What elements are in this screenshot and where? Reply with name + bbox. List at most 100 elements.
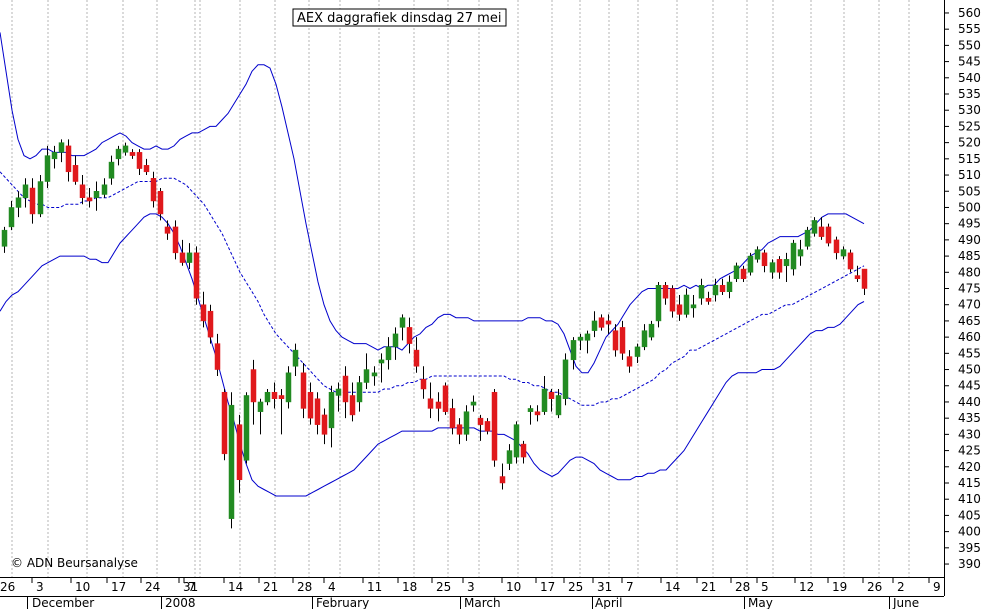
candlestick bbox=[861, 268, 868, 295]
x-day-label: 26 bbox=[0, 580, 15, 594]
candlestick bbox=[577, 333, 584, 351]
candlestick bbox=[101, 178, 108, 198]
y-tick-label: 520 bbox=[958, 136, 981, 150]
candle-body bbox=[833, 239, 840, 254]
candle-body bbox=[264, 391, 271, 403]
chart-title: AEX daggrafiek dinsdag 27 mei bbox=[297, 11, 501, 26]
candle-body bbox=[513, 424, 520, 458]
candle-body bbox=[499, 476, 506, 484]
candlestick bbox=[150, 171, 157, 208]
candle-body bbox=[669, 288, 676, 312]
candlestick bbox=[833, 236, 840, 260]
candle-body bbox=[101, 184, 108, 195]
candle-body bbox=[584, 333, 591, 341]
candle-body bbox=[541, 388, 548, 412]
y-tick-label: 470 bbox=[958, 298, 981, 312]
candle-body bbox=[818, 226, 825, 237]
watermark: © ADN Beursanalyse bbox=[11, 556, 138, 570]
candle-body bbox=[598, 317, 605, 328]
candle-body bbox=[371, 372, 378, 377]
x-day-label: 5 bbox=[761, 580, 769, 594]
x-day-label: 21 bbox=[701, 580, 716, 594]
y-tick-label: 410 bbox=[958, 492, 981, 506]
candle-body bbox=[363, 369, 370, 383]
x-day-label: 17 bbox=[111, 580, 126, 594]
x-day-label: 3 bbox=[467, 580, 475, 594]
candle-body bbox=[527, 408, 534, 412]
candlestick bbox=[264, 388, 271, 406]
candlestick bbox=[470, 395, 477, 412]
candle-body bbox=[761, 252, 768, 267]
x-day-label: 7 bbox=[188, 580, 196, 594]
y-tick-label: 525 bbox=[958, 119, 981, 133]
x-month-label: 2008 bbox=[165, 596, 196, 609]
x-day-label: 4 bbox=[328, 580, 336, 594]
candlestick bbox=[172, 220, 179, 260]
x-day-label: 17 bbox=[540, 580, 555, 594]
x-month-label: June bbox=[892, 596, 919, 609]
candle-body bbox=[449, 408, 456, 429]
candlestick bbox=[250, 359, 257, 425]
candle-body bbox=[840, 249, 847, 257]
y-tick-label: 415 bbox=[958, 476, 981, 490]
candlestick bbox=[179, 239, 186, 266]
candle-body bbox=[157, 191, 164, 215]
candle-body bbox=[349, 395, 356, 416]
candlestick bbox=[200, 291, 207, 328]
candlestick bbox=[29, 178, 36, 224]
x-day-label: 28 bbox=[735, 580, 750, 594]
x-day-label: 28 bbox=[297, 580, 312, 594]
candlesticks bbox=[1, 139, 868, 529]
x-day-label: 3 bbox=[36, 580, 44, 594]
candlestick bbox=[93, 181, 100, 211]
candle-body bbox=[122, 145, 129, 153]
candle-body bbox=[193, 252, 200, 299]
candlestick bbox=[484, 418, 491, 435]
x-day-label: 24 bbox=[145, 580, 160, 594]
y-axis: 390 395 400 405 410 415 420 425 430 435 440 445 450 4… bbox=[944, 6, 981, 571]
x-month-label: February bbox=[316, 596, 369, 609]
y-tick-label: 500 bbox=[958, 200, 981, 214]
candlestick bbox=[747, 252, 754, 276]
x-day-label: 31 bbox=[597, 580, 612, 594]
candlestick bbox=[733, 262, 740, 283]
candlestick bbox=[463, 405, 470, 441]
candlestick bbox=[570, 337, 577, 370]
candlestick bbox=[300, 363, 307, 419]
candlestick bbox=[541, 376, 548, 415]
candle-body bbox=[207, 310, 214, 338]
upper-band-line bbox=[0, 32, 865, 374]
candle-body bbox=[825, 226, 832, 244]
candle-body bbox=[136, 152, 143, 169]
candle-body bbox=[285, 372, 292, 403]
candle-body bbox=[250, 369, 257, 403]
y-tick-label: 480 bbox=[958, 265, 981, 279]
candle-body bbox=[754, 249, 761, 260]
candle-body bbox=[470, 401, 477, 406]
candlestick bbox=[605, 314, 612, 334]
y-tick-label: 535 bbox=[958, 87, 981, 101]
candlestick bbox=[676, 294, 683, 321]
candle-body bbox=[591, 320, 598, 331]
candlestick bbox=[584, 330, 591, 354]
y-tick-label: 490 bbox=[958, 233, 981, 247]
candlestick bbox=[619, 320, 626, 360]
candlestick bbox=[520, 440, 527, 464]
y-tick-label: 460 bbox=[958, 330, 981, 344]
candlestick bbox=[22, 178, 29, 208]
candle-body bbox=[641, 330, 648, 348]
candle-body bbox=[790, 242, 797, 270]
y-tick-label: 510 bbox=[958, 168, 981, 182]
candlestick bbox=[193, 246, 200, 305]
candle-body bbox=[619, 327, 626, 354]
candlestick bbox=[783, 252, 790, 283]
y-tick-label: 485 bbox=[958, 249, 981, 263]
candle-body bbox=[307, 391, 314, 419]
candlestick bbox=[854, 265, 861, 283]
candlestick bbox=[790, 239, 797, 276]
x-day-label: 21 bbox=[263, 580, 278, 594]
candlestick bbox=[840, 246, 847, 260]
x-day-label: 10 bbox=[75, 580, 90, 594]
candlestick bbox=[634, 343, 641, 364]
candlestick bbox=[214, 333, 221, 377]
